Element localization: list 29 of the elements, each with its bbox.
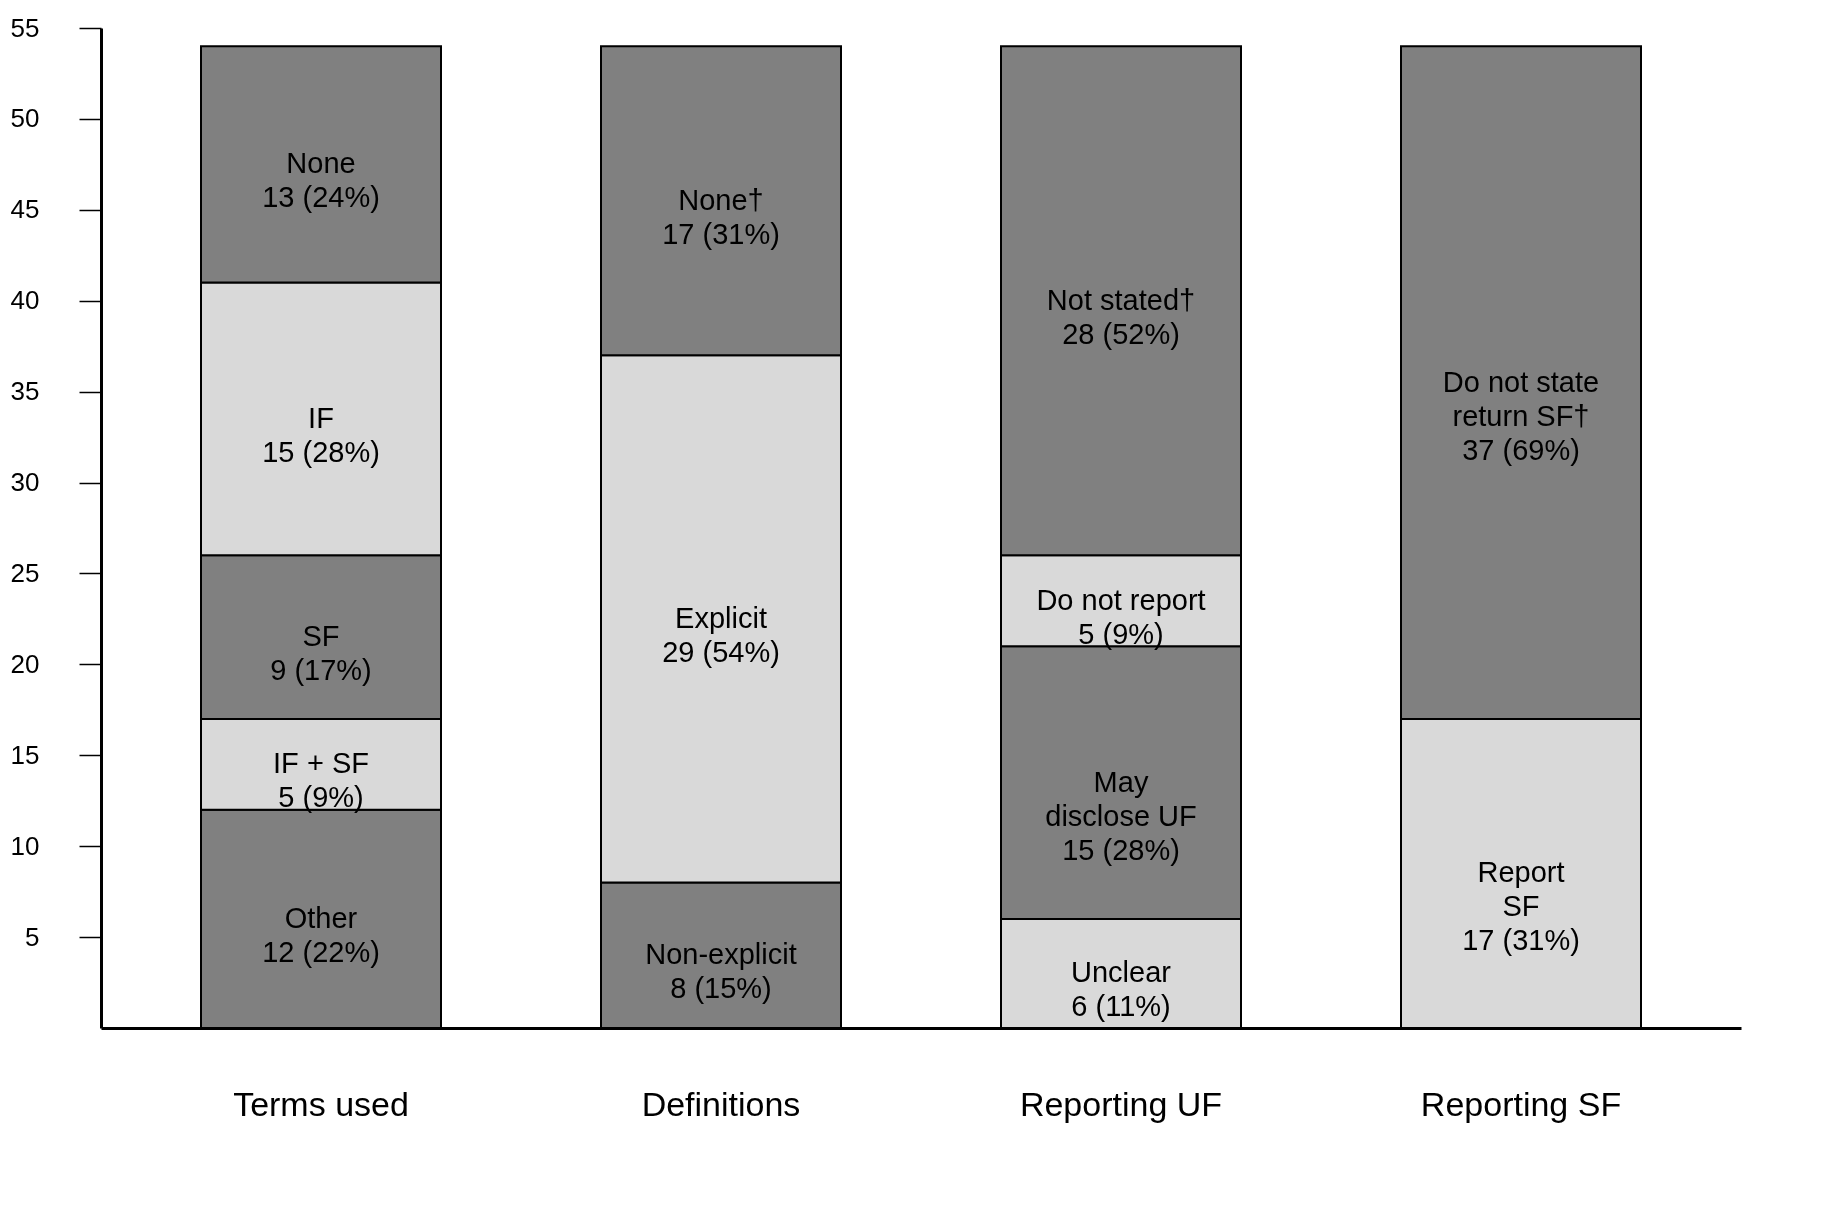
x-tick-label: Definitions <box>641 1084 801 1123</box>
data-label: Other 12 (22%) <box>262 901 380 968</box>
data-label: IF 15 (28%) <box>262 401 380 468</box>
data-label: Non-explicit 8 (15%) <box>645 938 797 1005</box>
y-tick-label: 35 <box>10 376 40 407</box>
data-label: Do not state return SF† 37 (69%) <box>1442 365 1600 466</box>
data-label: Not stated† 28 (52%) <box>1046 283 1196 350</box>
data-label: Report SF 17 (31%) <box>1462 856 1580 957</box>
data-label: None 13 (24%) <box>262 147 380 214</box>
x-tick-label: Reporting SF <box>1420 1084 1622 1123</box>
y-tick-label: 15 <box>10 739 40 770</box>
data-label: Do not report 5 (9%) <box>1036 583 1206 650</box>
x-tick-label: Terms used <box>233 1084 409 1123</box>
y-tick-label: 5 <box>25 921 40 952</box>
data-label: Unclear 6 (11%) <box>1071 956 1172 1023</box>
y-tick-label: 50 <box>10 103 40 134</box>
y-tick-label: 30 <box>10 467 40 498</box>
data-label: None† 17 (31%) <box>662 183 780 250</box>
y-tick-label: 25 <box>10 557 40 588</box>
data-label: IF + SF 5 (9%) <box>273 747 369 814</box>
y-tick-label: 40 <box>10 285 40 316</box>
data-label: May disclose UF 15 (28%) <box>1045 765 1197 866</box>
y-tick-label: 55 <box>10 12 40 43</box>
data-label: Explicit 29 (54%) <box>662 601 780 668</box>
data-label: SF 9 (17%) <box>270 620 372 687</box>
y-tick-label: 45 <box>10 194 40 225</box>
x-tick-label: Reporting UF <box>1019 1084 1223 1123</box>
y-tick-label: 10 <box>10 830 40 861</box>
y-tick-label: 20 <box>10 648 40 679</box>
